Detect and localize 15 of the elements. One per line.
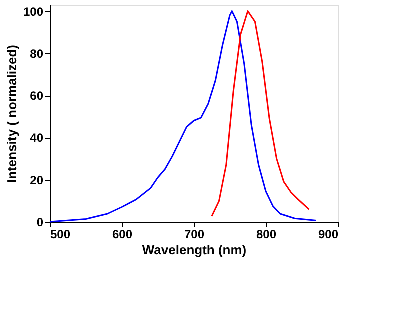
y-tick-label: 60 (30, 89, 44, 104)
y-tick-label: 20 (30, 173, 44, 188)
y-axis-title: Intensity ( normalized) (4, 45, 20, 183)
x-tick-label: 900 (318, 228, 339, 242)
y-tick-label: 0 (36, 216, 44, 230)
x-axis-title: Wavelength (nm) (142, 242, 247, 258)
y-tick-label: 40 (30, 131, 44, 146)
x-tick-label: 600 (112, 228, 133, 242)
line-series (49, 10, 318, 223)
y-tick-label: 80 (30, 46, 44, 61)
x-tick-label: 700 (184, 228, 205, 242)
x-tick-label: 500 (50, 228, 71, 242)
x-tick-label: 800 (256, 228, 277, 242)
y-tick-label: 100 (23, 4, 44, 19)
line-series (211, 10, 310, 218)
